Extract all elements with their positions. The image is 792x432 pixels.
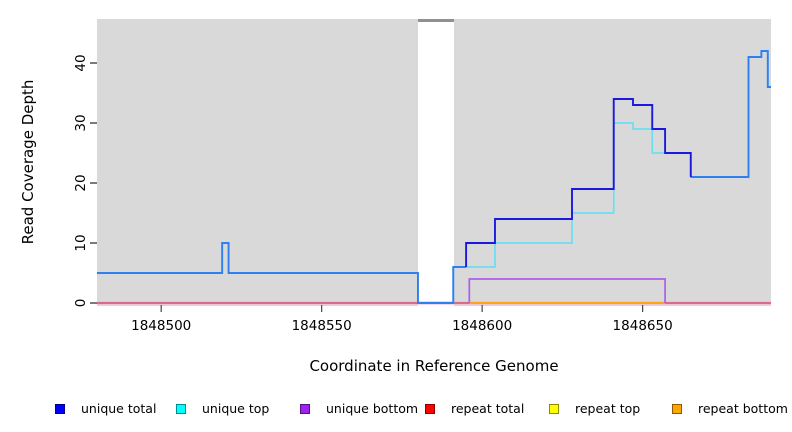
unique-total-line xyxy=(465,98,692,267)
x-tick-label: 1848650 xyxy=(612,318,673,334)
legend-label: repeat top xyxy=(575,401,641,416)
y-tick-label: 20 xyxy=(73,174,89,192)
legend-label: unique total xyxy=(81,401,157,416)
legend-item: repeat top xyxy=(549,401,640,416)
legend-swatch-icon xyxy=(176,403,186,414)
assembly-gap-region xyxy=(418,19,454,306)
legend-item: unique total xyxy=(55,401,156,416)
x-tick-label: 1848550 xyxy=(291,318,352,334)
legend-label: repeat bottom xyxy=(698,401,788,416)
legend-swatch-icon xyxy=(425,403,435,414)
legend-swatch-icon xyxy=(549,403,559,414)
unique-total-line-blend-right xyxy=(690,50,771,178)
legend-swatch-icon xyxy=(55,403,65,414)
x-tick-label: 1848500 xyxy=(131,318,192,334)
unique-top-line xyxy=(97,50,771,304)
legend-item: unique top xyxy=(176,401,269,416)
legend-swatch-icon xyxy=(300,403,310,414)
legend-label: unique bottom xyxy=(326,401,419,416)
x-axis-title: Coordinate in Reference Genome xyxy=(309,357,559,375)
legend-item: repeat total xyxy=(425,401,524,416)
legend-item: repeat bottom xyxy=(672,401,788,416)
assembly-gap-topbar xyxy=(418,19,454,22)
legend-swatch-icon xyxy=(672,403,682,414)
y-tick-label: 30 xyxy=(73,114,89,132)
x-tick-label: 1848600 xyxy=(452,318,513,334)
legend-label: unique top xyxy=(202,401,270,416)
legend-item: unique bottom xyxy=(300,401,418,416)
unique-bottom-line xyxy=(468,278,666,303)
legend-label: repeat total xyxy=(451,401,525,416)
y-tick-label: 0 xyxy=(73,298,89,308)
y-axis-title: Read Coverage Depth xyxy=(19,79,37,245)
chart-legend: unique total unique top unique bottom repea… xyxy=(0,398,792,422)
y-tick-label: 10 xyxy=(73,234,89,252)
unique-total-line-blend-left xyxy=(97,242,467,304)
y-tick-label: 40 xyxy=(73,54,89,72)
